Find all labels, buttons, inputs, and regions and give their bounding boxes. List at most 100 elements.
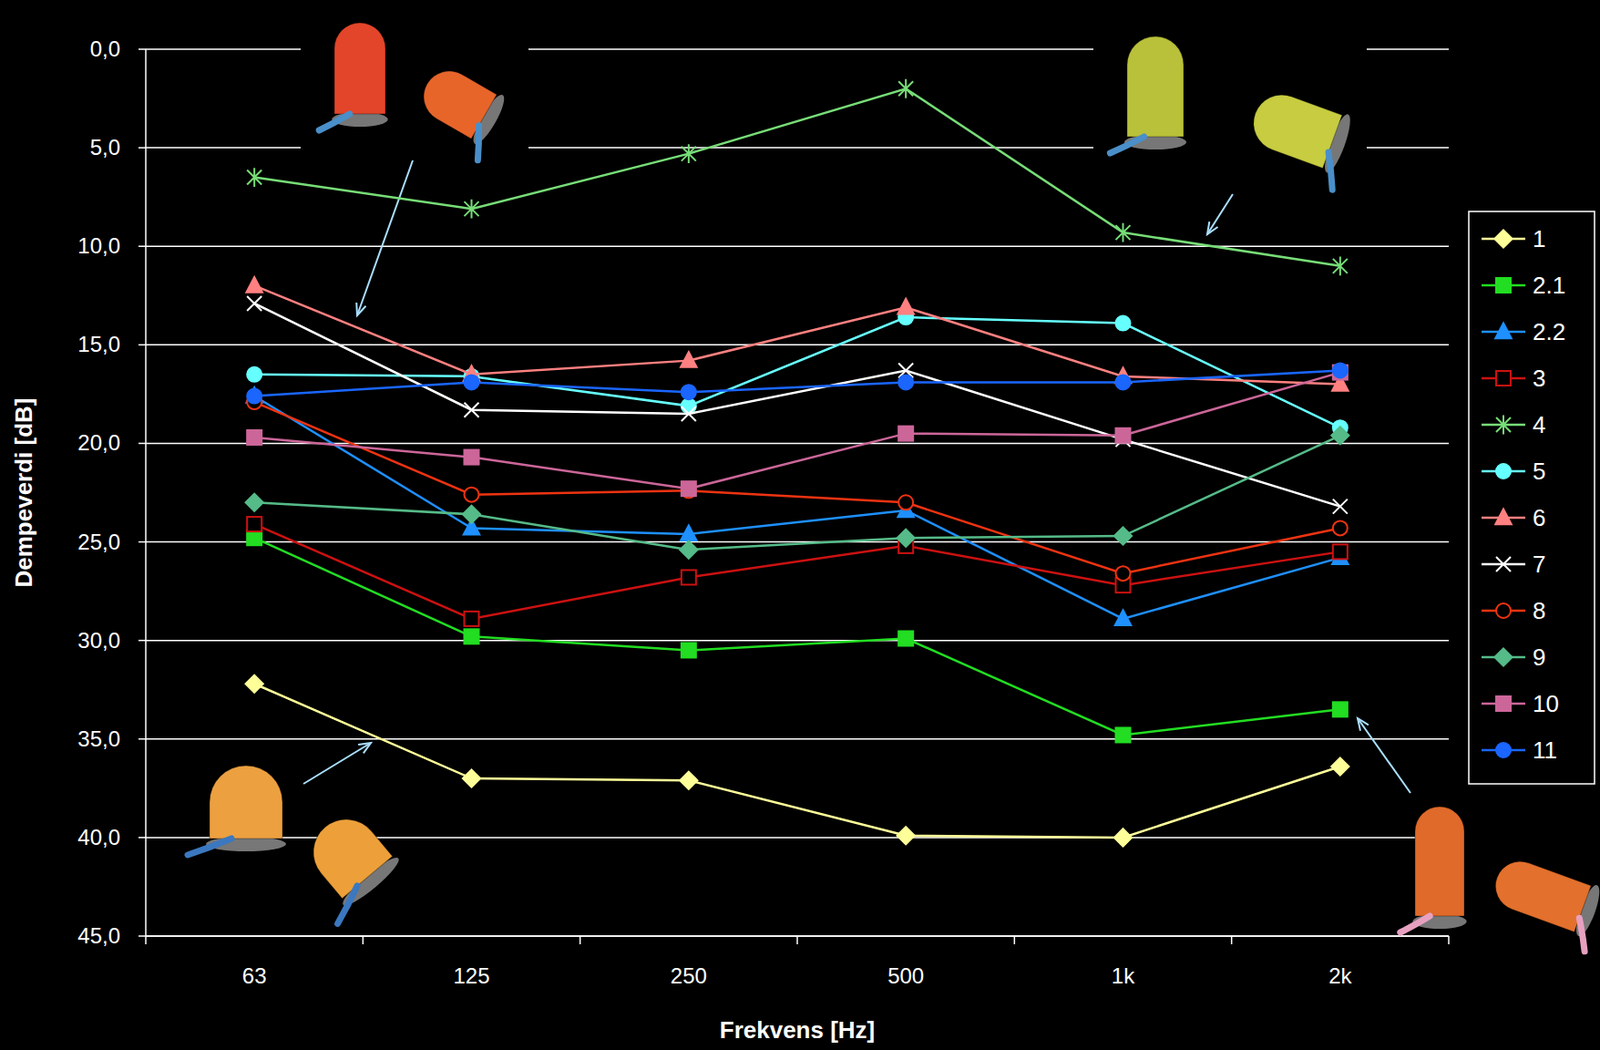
x-tick-mark — [1230, 935, 1233, 944]
marker — [679, 541, 698, 559]
earplug-tube — [327, 885, 369, 924]
legend-label: 7 — [1532, 550, 1546, 578]
tick-label: 10,0 — [77, 233, 121, 258]
earplug-photo — [406, 59, 513, 160]
earplug-photo — [187, 765, 287, 855]
photo-ground — [300, 7, 529, 154]
x-axis-title: Frekvens [Hz] — [719, 1015, 876, 1044]
earplug-body — [1415, 806, 1465, 916]
x-tick-mark — [362, 935, 365, 944]
earplug-photo — [1400, 806, 1467, 933]
chart: 0,05,010,015,020,025,030,035,040,045,063… — [0, 0, 1600, 1050]
x-tick-mark — [1447, 935, 1450, 944]
marker — [1496, 370, 1511, 386]
series-line — [254, 369, 1341, 396]
legend: 12.12.234567891011 — [1468, 211, 1595, 784]
marker — [1333, 701, 1348, 717]
arrow-head — [1207, 221, 1219, 235]
series-line — [254, 683, 1341, 838]
earplug-tube — [1400, 915, 1430, 933]
tick-mark — [138, 639, 146, 642]
grid-line — [145, 639, 1449, 642]
marker — [246, 367, 262, 382]
tick-mark — [138, 541, 146, 544]
marker — [1496, 603, 1511, 618]
marker — [464, 450, 480, 465]
marker — [246, 389, 262, 404]
tick-label: 15,0 — [77, 331, 121, 357]
legend-label: 10 — [1532, 689, 1559, 718]
earplug-photo — [1109, 36, 1187, 154]
series-line — [254, 372, 1341, 490]
marker — [464, 199, 480, 219]
series-line — [254, 303, 1341, 507]
marker — [897, 298, 914, 315]
marker — [246, 493, 264, 512]
grid-line — [145, 245, 1449, 247]
marker — [1116, 565, 1131, 581]
earplug-photo — [318, 22, 389, 131]
series-line — [254, 285, 1341, 384]
tick-mark — [138, 836, 146, 839]
legend-box — [1468, 211, 1595, 784]
marker — [1115, 609, 1132, 626]
tick-mark — [138, 442, 146, 445]
earplug-photo — [1483, 851, 1600, 952]
tick-label: 63 — [242, 963, 267, 988]
tick-mark — [138, 48, 146, 51]
tick-label: 5,0 — [90, 134, 121, 160]
earplug-tube — [1569, 917, 1595, 952]
tick-label: 250 — [670, 963, 708, 988]
marker — [681, 398, 697, 413]
marker — [462, 769, 481, 787]
arrow-head — [356, 302, 366, 316]
series-line — [254, 88, 1341, 267]
marker — [897, 529, 915, 547]
marker — [1333, 543, 1348, 559]
marker — [1116, 428, 1131, 443]
marker — [464, 611, 480, 626]
earplug-body — [1488, 854, 1591, 933]
marker — [1331, 426, 1349, 444]
earplug-body — [334, 22, 386, 114]
marker — [1494, 647, 1512, 666]
marker — [1496, 696, 1511, 711]
background — [0, 0, 1600, 1050]
grid-line — [145, 442, 1449, 445]
earplug-body — [414, 61, 497, 139]
marker — [1496, 415, 1511, 435]
series-line — [254, 523, 1341, 619]
tick-label: 20,0 — [77, 430, 121, 455]
marker — [246, 530, 262, 545]
marker — [1496, 277, 1511, 293]
marker — [464, 487, 480, 503]
marker — [681, 481, 697, 496]
marker — [246, 430, 262, 445]
tick-mark — [138, 245, 146, 247]
marker — [246, 675, 264, 693]
legend-label: 11 — [1532, 736, 1558, 764]
legend-label: 9 — [1532, 643, 1546, 671]
tick-mark — [138, 146, 146, 149]
marker — [898, 631, 913, 647]
earplug-body — [1127, 36, 1184, 137]
marker — [1495, 508, 1512, 524]
series-line — [254, 401, 1341, 574]
marker — [897, 826, 915, 844]
legend-label: 5 — [1532, 457, 1546, 485]
marker — [1333, 362, 1348, 378]
tick-label: 25,0 — [77, 529, 121, 554]
earplug-tube — [1316, 152, 1344, 190]
earplug-tube — [463, 125, 493, 161]
marker — [1116, 223, 1131, 243]
tick-label: 30,0 — [77, 627, 121, 653]
marker — [1116, 374, 1131, 390]
marker — [246, 167, 262, 187]
marker — [898, 79, 913, 99]
marker — [681, 143, 697, 164]
tick-label: 0,0 — [90, 36, 121, 62]
arrow-head — [1357, 717, 1369, 731]
tick-label: 1k — [1111, 963, 1136, 988]
marker — [464, 402, 480, 418]
y-axis — [144, 49, 147, 936]
